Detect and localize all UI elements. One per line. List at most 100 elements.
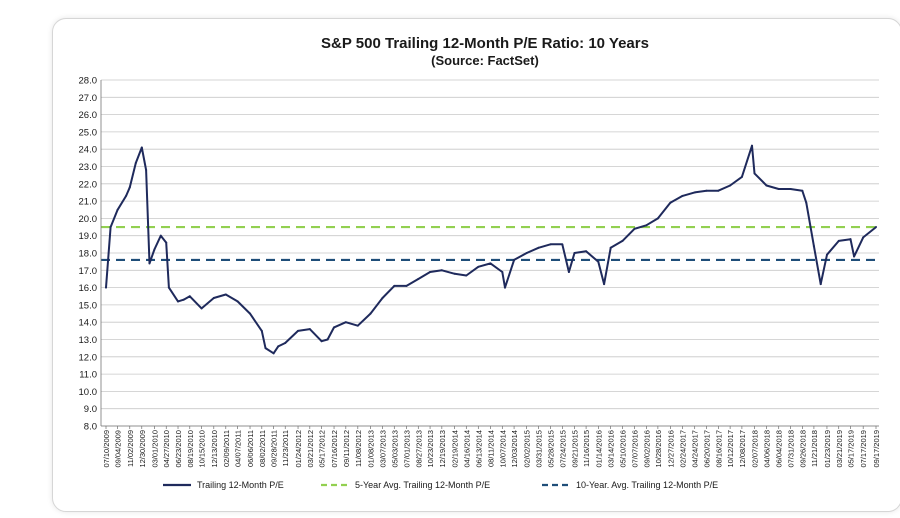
reference-lines xyxy=(101,225,879,262)
data-point xyxy=(182,298,185,301)
x-tick-label: 08/16/2017 xyxy=(714,430,723,468)
data-point xyxy=(333,326,336,329)
x-tick-label: 03/01/2010 xyxy=(150,430,159,468)
data-point xyxy=(284,341,287,344)
x-tick-label: 12/19/2013 xyxy=(438,430,447,468)
data-point xyxy=(477,265,480,268)
data-point xyxy=(561,243,564,246)
data-point xyxy=(603,283,606,286)
data-point xyxy=(633,227,636,230)
gridlines xyxy=(101,79,879,427)
data-point xyxy=(740,175,743,178)
x-tick-label: 10/07/2014 xyxy=(498,430,507,468)
x-tick-label: 10/28/2016 xyxy=(654,430,663,468)
data-point xyxy=(264,347,267,350)
y-tick-label: 23.0 xyxy=(79,162,98,173)
x-tick-label: 02/19/2014 xyxy=(451,430,460,468)
data-point xyxy=(597,260,600,263)
x-tick-label: 09/11/2012 xyxy=(342,430,351,467)
x-tick-label: 10/15/2010 xyxy=(198,430,207,468)
data-point xyxy=(609,246,612,249)
y-tick-label: 21.0 xyxy=(79,197,98,208)
data-point xyxy=(188,295,191,298)
x-tick-label: 08/27/2013 xyxy=(414,430,423,468)
data-point xyxy=(862,236,865,239)
series-lines xyxy=(105,144,877,355)
x-tick-label: 09/17/2019 xyxy=(872,430,881,468)
data-point xyxy=(853,255,856,258)
x-tick-label: 12/30/2009 xyxy=(138,430,147,468)
data-point xyxy=(681,194,684,197)
data-point xyxy=(549,243,552,246)
data-point xyxy=(212,296,215,299)
data-point xyxy=(693,191,696,194)
x-tick-label: 01/24/2012 xyxy=(294,430,303,468)
data-point xyxy=(236,300,239,303)
data-point xyxy=(116,208,119,211)
data-point xyxy=(140,146,143,149)
x-tick-label: 06/13/2014 xyxy=(474,430,483,468)
x-tick-label: 08/19/2010 xyxy=(186,430,195,468)
x-axis-ticks: 07/10/2009 09/04/2009 11/02/2009 12/30/2009… xyxy=(102,426,881,468)
y-tick-label: 27.0 xyxy=(79,93,98,104)
x-tick-label: 07/24/2015 xyxy=(558,430,567,468)
data-point xyxy=(125,194,128,197)
legend: Trailing 12-Month P/E 5-Year Avg. Trailin… xyxy=(163,480,718,490)
x-tick-label: 06/04/2018 xyxy=(775,430,784,468)
x-tick-label: 08/02/2011 xyxy=(258,430,267,467)
data-point xyxy=(297,329,300,332)
x-tick-label: 06/20/2017 xyxy=(703,430,712,468)
data-point xyxy=(148,262,151,265)
x-tick-label: 03/21/2012 xyxy=(306,430,315,468)
x-tick-label: 02/09/2011 xyxy=(222,430,231,467)
data-point xyxy=(525,252,528,254)
x-tick-label: 01/08/2013 xyxy=(366,430,375,468)
x-tick-label: 04/06/2018 xyxy=(763,430,772,468)
x-tick-label: 11/23/2011 xyxy=(281,430,290,466)
data-point xyxy=(405,284,408,287)
x-tick-label: 04/07/2011 xyxy=(234,430,243,467)
data-point xyxy=(501,271,504,274)
x-tick-label: 07/17/2019 xyxy=(859,430,868,468)
data-point xyxy=(669,201,672,204)
data-point xyxy=(224,293,227,296)
x-tick-label: 05/03/2013 xyxy=(390,430,399,468)
x-tick-label: 04/16/2014 xyxy=(462,430,471,468)
x-tick-label: 07/10/2009 xyxy=(102,430,111,468)
x-tick-label: 12/03/2014 xyxy=(510,430,519,468)
legend-label-2: 10-Year. Avg. Trailing 12-Month P/E xyxy=(576,480,718,490)
x-tick-label: 03/07/2013 xyxy=(378,430,387,468)
x-tick-label: 03/14/2016 xyxy=(607,430,616,468)
data-point xyxy=(656,217,659,220)
x-tick-label: 03/21/2019 xyxy=(835,430,844,468)
x-tick-label: 02/24/2017 xyxy=(679,430,688,468)
y-tick-label: 10.0 xyxy=(79,387,98,398)
data-point xyxy=(417,277,420,280)
x-tick-label: 07/01/2013 xyxy=(402,430,411,468)
x-tick-label: 12/08/2017 xyxy=(738,430,747,468)
data-point xyxy=(200,307,203,310)
x-tick-label: 06/23/2010 xyxy=(174,430,183,468)
chart-title: S&P 500 Trailing 12-Month P/E Ratio: 10 … xyxy=(321,35,649,52)
data-point xyxy=(260,329,263,332)
x-tick-label: 02/02/2015 xyxy=(523,430,532,468)
x-tick-label: 11/21/2018 xyxy=(810,430,819,467)
chart-card: S&P 500 Trailing 12-Month P/E Ratio: 10 … xyxy=(52,18,900,512)
data-point xyxy=(765,184,768,187)
x-tick-label: 07/16/2012 xyxy=(330,430,339,468)
data-point xyxy=(849,238,852,241)
data-point xyxy=(777,187,780,190)
data-point xyxy=(381,296,384,299)
data-point xyxy=(837,239,840,242)
y-tick-label: 8.0 xyxy=(84,422,97,433)
data-point xyxy=(159,234,162,237)
y-tick-label: 9.0 xyxy=(84,404,97,415)
x-tick-label: 07/07/2016 xyxy=(631,430,640,468)
chart-subtitle: (Source: FactSet) xyxy=(431,53,539,68)
data-point xyxy=(440,269,443,272)
y-tick-label: 11.0 xyxy=(79,370,97,381)
x-tick-label: 09/04/2009 xyxy=(114,430,123,468)
data-point xyxy=(825,253,828,256)
data-point xyxy=(320,340,323,343)
y-tick-label: 12.0 xyxy=(79,352,98,363)
